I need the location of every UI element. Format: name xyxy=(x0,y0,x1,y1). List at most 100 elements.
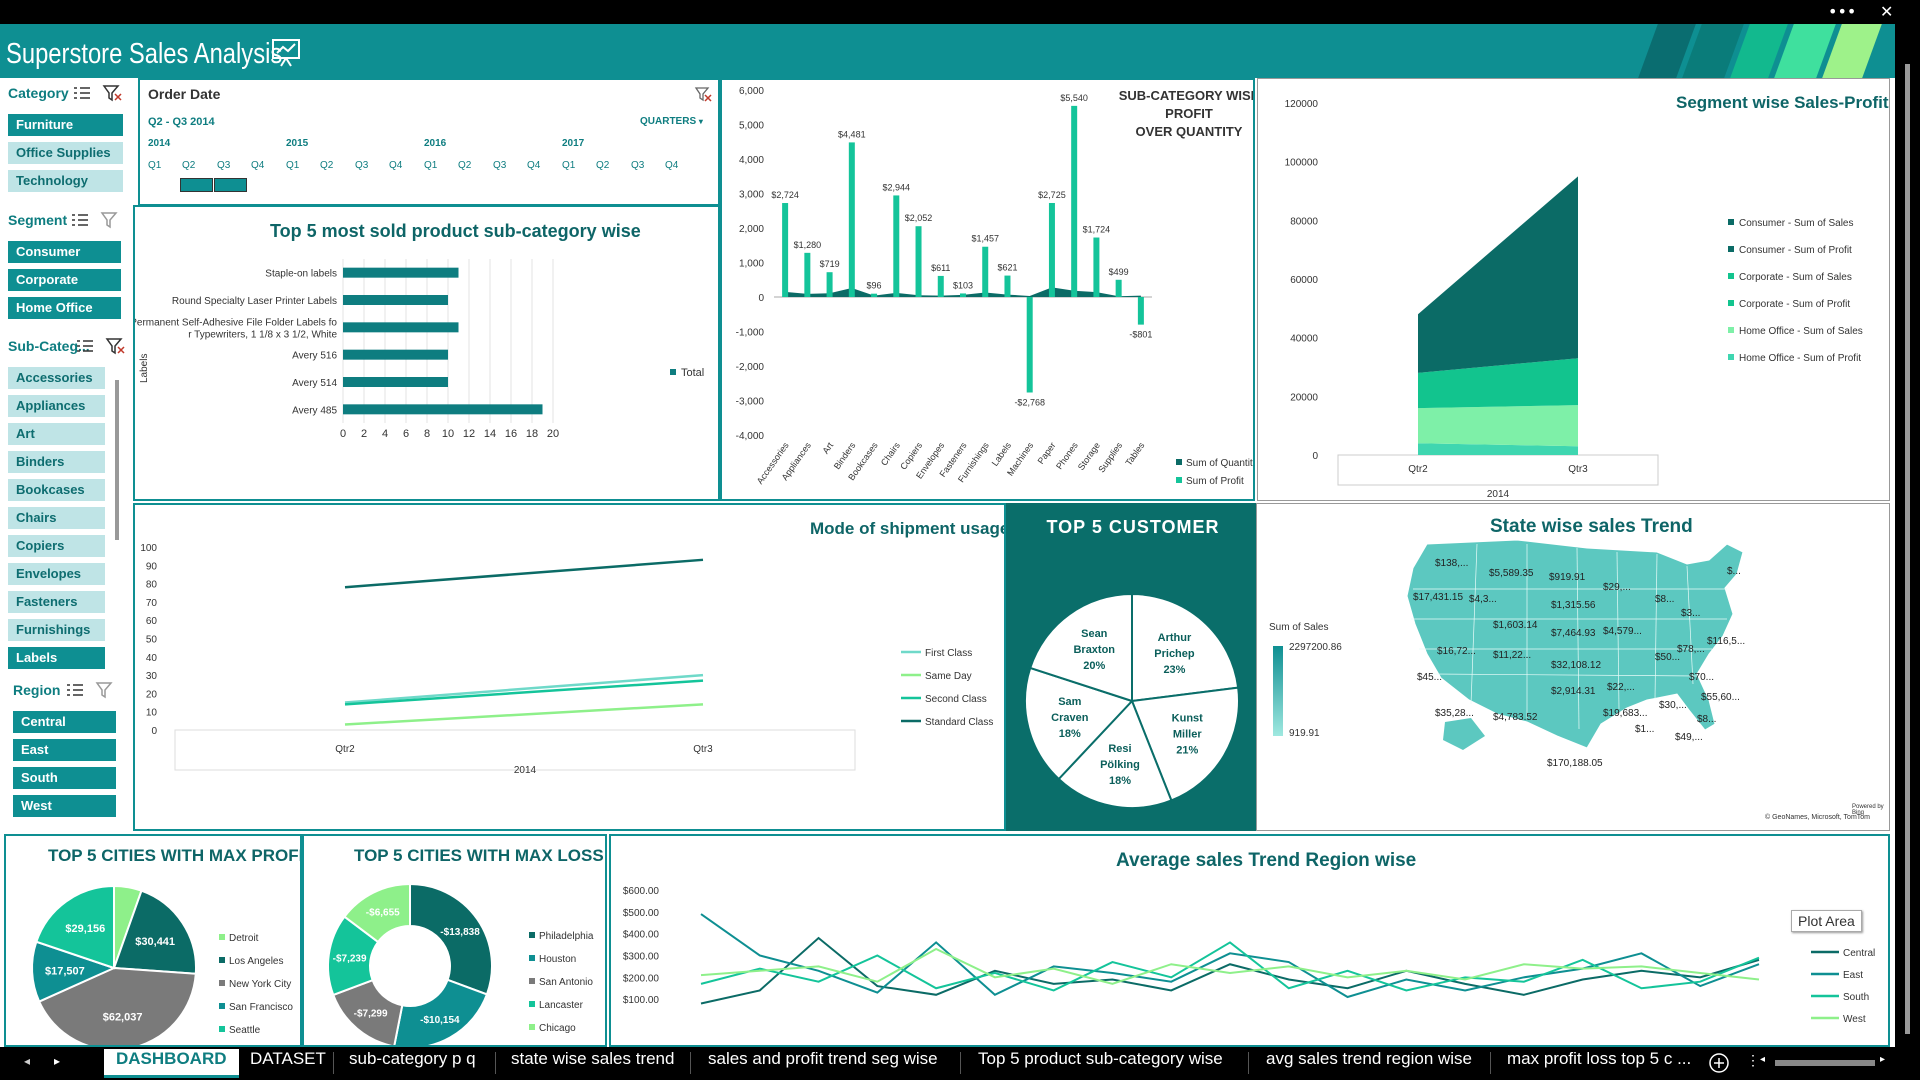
top5-customers-chart[interactable]: TOP 5 CUSTOMER Arthur Prichep 23% Kunst Mill… xyxy=(1006,503,1256,831)
profit-bar xyxy=(826,272,833,297)
max-profit-cities-chart[interactable]: TOP 5 CITIES WITH MAX PROFIT $30,441 $62,… xyxy=(4,834,302,1047)
multi-select-icon[interactable] xyxy=(70,212,90,228)
slicer-item-consumer[interactable]: Consumer xyxy=(8,241,121,263)
segment-trend-chart[interactable]: Segment wise Sales-Profit Trend 120000 10… xyxy=(1257,78,1890,501)
chart-title-line: OVER QUANTITY xyxy=(1136,124,1243,139)
slicer-item-labels[interactable]: Labels xyxy=(8,647,105,669)
timeline-quarter[interactable]: Q4 xyxy=(251,160,265,171)
tab-dataset[interactable]: DATASET xyxy=(250,1049,326,1068)
timeline-quarter[interactable]: Q2 xyxy=(320,160,334,171)
tab-state-sales[interactable]: state wise sales trend xyxy=(511,1049,675,1068)
tab-avg-sales-region[interactable]: avg sales trend region wise xyxy=(1266,1049,1473,1068)
order-date-timeline[interactable]: Order Date Q2 - Q3 2014 QUARTERS ▾ 2014 … xyxy=(138,78,720,206)
tab-scroll-left-icon[interactable]: ◂ xyxy=(24,1054,31,1068)
multi-select-icon[interactable] xyxy=(65,682,85,698)
tab-separator xyxy=(333,1052,334,1074)
timeline-selected-block[interactable] xyxy=(180,178,213,192)
slicer-item-furnishings[interactable]: Furnishings xyxy=(8,619,105,641)
legend-swatch xyxy=(219,1003,225,1009)
clear-filter-icon[interactable] xyxy=(694,86,712,102)
slicer-item-art[interactable]: Art xyxy=(8,423,105,445)
slicer-scrollbar[interactable] xyxy=(115,380,119,540)
clear-filter-icon[interactable] xyxy=(102,84,122,102)
data-label: $2,944 xyxy=(883,182,911,192)
timeline-year: 2017 xyxy=(562,138,585,149)
slicer-item-east[interactable]: East xyxy=(13,739,116,761)
timeline-quarter[interactable]: Q3 xyxy=(631,160,645,171)
tab-sales-profit-segment[interactable]: sales and profit trend seg wise xyxy=(708,1049,938,1068)
timeline-quarter[interactable]: Q2 xyxy=(458,160,472,171)
clear-filter-icon[interactable] xyxy=(100,211,120,229)
legend-label: Consumer - Sum of Sales xyxy=(1739,218,1854,229)
timeline-quarter[interactable]: Q4 xyxy=(665,160,679,171)
shipment-trend-chart[interactable]: Mode of shipment usage Trend 10090807060… xyxy=(133,503,1006,831)
timeline-quarter[interactable]: Q4 xyxy=(389,160,403,171)
tab-subcategory[interactable]: sub-category p q xyxy=(349,1049,476,1068)
add-sheet-icon[interactable] xyxy=(1708,1052,1730,1074)
close-icon[interactable]: ✕ xyxy=(1880,2,1894,21)
timeline-quarter[interactable]: Q4 xyxy=(527,160,541,171)
top5-products-chart[interactable]: Top 5 most sold product sub-category wis… xyxy=(133,205,720,501)
bar xyxy=(343,349,448,360)
slicer-item-appliances[interactable]: Appliances xyxy=(8,395,105,417)
multi-select-icon[interactable] xyxy=(75,338,95,354)
timeline-quarter[interactable]: Q3 xyxy=(493,160,507,171)
legend-swatch xyxy=(1728,273,1734,279)
slicer-item-west[interactable]: West xyxy=(13,795,116,817)
slicer-item-office-supplies[interactable]: Office Supplies xyxy=(8,142,123,164)
timeline-quarter[interactable]: Q2 xyxy=(596,160,610,171)
slicer-item-envelopes[interactable]: Envelopes xyxy=(8,563,105,585)
series-line xyxy=(344,703,704,726)
series-line xyxy=(700,941,1760,992)
category-label: Avery 516 xyxy=(292,351,337,362)
more-options-icon[interactable]: ••• xyxy=(1828,2,1857,21)
timeline-level-dropdown[interactable]: QUARTERS ▾ xyxy=(640,116,703,127)
x-tick-label: Paper xyxy=(1036,440,1058,465)
slicer-item-south[interactable]: South xyxy=(13,767,116,789)
y-tick-label: 50 xyxy=(146,635,158,646)
timeline-selected-block[interactable] xyxy=(214,178,247,192)
max-loss-cities-chart[interactable]: TOP 5 CITIES WITH MAX LOSS -$13,838 -$10,… xyxy=(302,834,607,1047)
state-sales-map[interactable]: State wise sales Trend Sum of Sales 2297… xyxy=(1256,503,1890,831)
slicer-item-corporate[interactable]: Corporate xyxy=(8,269,121,291)
horizontal-scrollbar[interactable] xyxy=(1775,1060,1875,1066)
timeline-quarter[interactable]: Q1 xyxy=(424,160,438,171)
slicer-item-binders[interactable]: Binders xyxy=(8,451,105,473)
region-trend-chart[interactable]: Average sales Trend Region wise Plot Are… xyxy=(609,834,1890,1047)
hscroll-right-icon[interactable]: ▸ xyxy=(1880,1054,1886,1065)
timeline-quarter[interactable]: Q3 xyxy=(355,160,369,171)
multi-select-icon[interactable] xyxy=(72,85,92,101)
timeline-quarter[interactable]: Q3 xyxy=(217,160,231,171)
tab-scroll-right-icon[interactable]: ▸ xyxy=(54,1054,61,1068)
slicer-item-chairs[interactable]: Chairs xyxy=(8,507,105,529)
scrollbar-thumb[interactable] xyxy=(1905,64,1910,1034)
slicer-item-copiers[interactable]: Copiers xyxy=(8,535,105,557)
clear-filter-icon[interactable] xyxy=(105,337,125,355)
more-tabs-icon[interactable]: ⋮ xyxy=(1746,1052,1760,1068)
hscroll-left-icon[interactable]: ◂ xyxy=(1760,1054,1766,1065)
slicer-item-fasteners[interactable]: Fasteners xyxy=(8,591,105,613)
clear-filter-icon[interactable] xyxy=(95,681,115,699)
profit-bar xyxy=(937,275,944,297)
tab-max-profit-loss[interactable]: max profit loss top 5 c ... xyxy=(1507,1049,1692,1068)
timeline-quarter[interactable]: Q2 xyxy=(182,160,196,171)
slicer-item-central[interactable]: Central xyxy=(13,711,116,733)
timeline-quarter[interactable]: Q1 xyxy=(148,160,162,171)
series-line xyxy=(700,936,1760,1005)
timeline-quarter[interactable]: Q1 xyxy=(286,160,300,171)
slice-label: Sean xyxy=(1081,628,1108,640)
legend-label: First Class xyxy=(925,648,972,659)
slicer-item-furniture[interactable]: Furniture xyxy=(8,114,123,136)
subcategory-profit-chart[interactable]: SUB-CATEGORY WISE PROFIT OVER QUANTITY S… xyxy=(720,78,1255,501)
slicer-item-technology[interactable]: Technology xyxy=(8,170,123,192)
timeline-quarter[interactable]: Q1 xyxy=(562,160,576,171)
slicer-item-accessories[interactable]: Accessories xyxy=(8,367,105,389)
slicer-item-home-office[interactable]: Home Office xyxy=(8,297,121,319)
legend-label: Home Office - Sum of Profit xyxy=(1739,353,1861,364)
tab-top5-product[interactable]: Top 5 product sub-category wise xyxy=(978,1049,1223,1068)
us-map-shape xyxy=(1406,539,1744,749)
slicer-item-bookcases[interactable]: Bookcases xyxy=(8,479,105,501)
legend-label: Houston xyxy=(539,954,576,965)
vertical-scrollbar[interactable] xyxy=(1895,24,1920,1047)
tab-dashboard[interactable]: DASHBOARD xyxy=(104,1049,239,1078)
